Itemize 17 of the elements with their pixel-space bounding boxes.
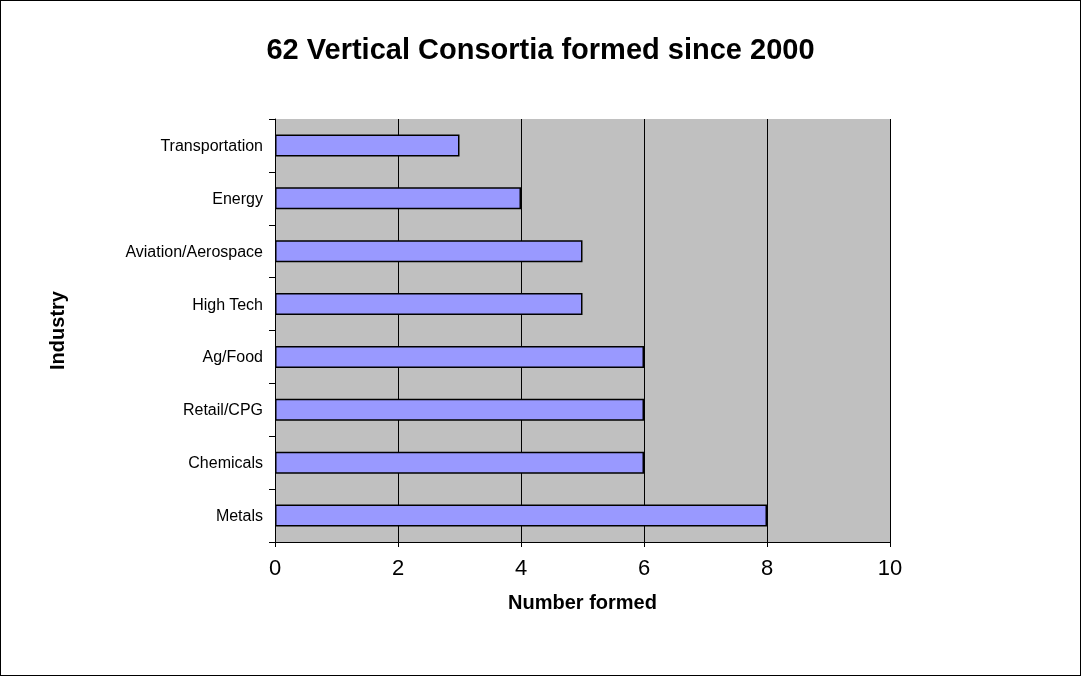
x-tick-label: 0 [268, 554, 282, 580]
y-axis-title: Industry [46, 290, 68, 370]
chart-title: 62 Vertical Consortia formed since 2000 [266, 32, 815, 65]
y-tick-label: Metals [215, 507, 263, 525]
y-tick-label: High Tech [192, 295, 263, 313]
y-tick-label: Ag/Food [202, 348, 263, 366]
y-tick-label: Chemicals [188, 454, 263, 472]
x-tick-label: 10 [877, 554, 903, 580]
x-tick-label: 4 [514, 554, 528, 580]
y-tick-label: Energy [212, 189, 263, 207]
x-axis-title: Number formed [508, 591, 657, 613]
x-tick-label: 8 [760, 554, 774, 580]
x-tick-label: 2 [391, 554, 405, 580]
x-tick-label: 6 [637, 554, 651, 580]
y-tick-label: Transportation [160, 136, 263, 154]
y-tick-label: Retail/CPG [182, 401, 263, 419]
y-tick-label: Aviation/Aerospace [125, 242, 264, 260]
